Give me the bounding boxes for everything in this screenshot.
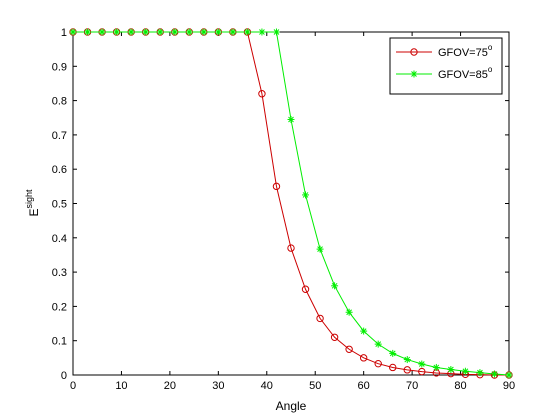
series-1-point [403, 356, 411, 364]
series-1-point [461, 367, 469, 375]
legend-box [389, 37, 503, 95]
series-1-point [432, 363, 440, 371]
series-1-point [171, 28, 179, 36]
series-1-point [142, 28, 150, 36]
svg-text:Esight: Esight [24, 189, 41, 217]
series-1-point [447, 366, 455, 374]
series-1-point [185, 28, 193, 36]
series-1-point [258, 28, 266, 36]
series-0-point [359, 354, 368, 362]
y-tick-label: 0 [61, 370, 67, 382]
x-tick-label: 90 [503, 380, 515, 392]
legend-marker-gfov85 [410, 70, 418, 78]
series-1-point [476, 369, 484, 377]
y-tick-label: 0.2 [52, 301, 67, 313]
y-tick-label: 0.9 [52, 61, 67, 73]
series-1-point [302, 191, 310, 199]
series-0-point [418, 367, 426, 376]
series-1-point [69, 28, 77, 36]
series-1-point [243, 28, 251, 36]
y-tick-label: 0.7 [52, 130, 67, 142]
series-0-point [374, 359, 382, 368]
y-tick-label: 0.6 [52, 164, 67, 176]
legend-entry-gfov85: GFOV=85o [396, 65, 493, 81]
x-tick-label: 10 [115, 380, 127, 392]
series-0-point [316, 314, 324, 323]
series-1-point [156, 28, 164, 36]
series-1-point [200, 28, 208, 36]
legend-marker-point [410, 70, 418, 78]
legend-marker-point [410, 48, 418, 56]
series-0-point [389, 363, 397, 372]
series-1-point [418, 360, 426, 368]
legend-label-gfov85-superscript: o [488, 65, 493, 74]
series-0-point [287, 244, 295, 252]
y-tick-label: 0.4 [52, 233, 67, 245]
x-tick-label: 30 [212, 380, 224, 392]
y-tick-label: 0.5 [52, 199, 67, 211]
series-1-point [287, 115, 295, 123]
legend-entry-gfov75: GFOV=75o [396, 43, 493, 59]
legend-label-gfov75: GFOV=75 [438, 47, 488, 59]
x-tick-label: 60 [358, 380, 370, 392]
x-tick-label: 20 [164, 380, 176, 392]
series-1-point [490, 370, 498, 378]
series-0-point [345, 345, 353, 353]
series-1-point [272, 28, 280, 36]
y-tick-label: 0.8 [52, 96, 67, 108]
series-0-point [258, 90, 266, 98]
series-layer [69, 28, 513, 379]
y-axis-label-group: Esight [24, 189, 41, 217]
y-axis-label-superscript: sight [24, 189, 34, 209]
svg-text:GFOV=75o: GFOV=75o [438, 43, 493, 59]
x-axis-label: Angle [276, 399, 307, 413]
series-1-point [98, 28, 106, 36]
y-tick-label: 0.3 [52, 267, 67, 279]
series-0-point [330, 333, 339, 341]
series-0-point [403, 366, 411, 374]
series-1-point [113, 28, 121, 36]
x-tick-label: 50 [309, 380, 321, 392]
series-1-point [360, 327, 368, 335]
series-1-point [345, 308, 353, 316]
x-tick-label: 0 [70, 380, 76, 392]
series-1-point [229, 28, 237, 36]
axis-ticks: 0 10 20 30 40 50 60 70 80 90 0 0.1 0.2 0.3 0.4 0.5 0.6 0.… [52, 27, 515, 392]
series-1-point [84, 28, 92, 36]
x-tick-label: 40 [261, 380, 273, 392]
series-0-point [272, 182, 281, 191]
series-1-point [374, 340, 382, 348]
series-1-point [214, 28, 222, 36]
legend-label-gfov75-superscript: o [488, 43, 493, 52]
series-0-point [301, 285, 310, 293]
legend: GFOV=75o GFOV=85o [389, 37, 503, 95]
legend-marker-gfov75 [410, 48, 418, 56]
y-axis-label: E [27, 209, 41, 217]
x-tick-label: 80 [454, 380, 466, 392]
series-1-point [331, 282, 339, 290]
series-1-point [389, 349, 397, 357]
legend-label-gfov85: GFOV=85 [438, 69, 488, 81]
series-1-point [316, 245, 324, 253]
svg-text:GFOV=85o: GFOV=85o [438, 65, 493, 81]
series-1-point [505, 371, 513, 379]
y-tick-label: 0.1 [52, 336, 67, 348]
series-1-point [127, 28, 135, 36]
y-tick-label: 1 [61, 27, 67, 39]
x-tick-label: 70 [406, 380, 418, 392]
